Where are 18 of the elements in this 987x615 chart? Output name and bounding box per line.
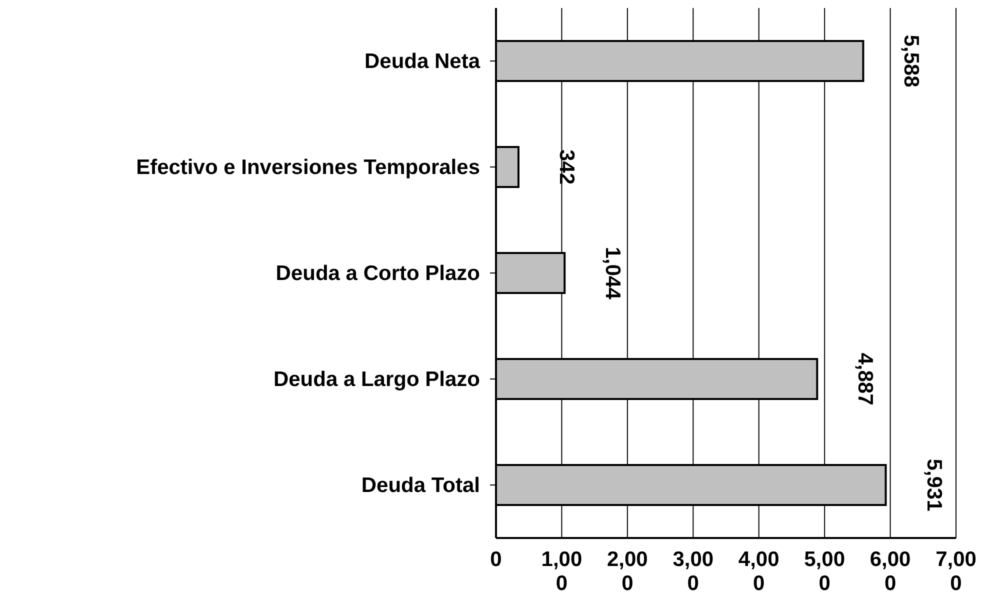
x-tick-label: 2,000 <box>606 548 648 595</box>
y-tick-label: Deuda a Corto Plazo <box>276 262 480 285</box>
data-label: 4,887 <box>854 352 877 406</box>
data-label: 5,931 <box>922 458 946 512</box>
x-tick-label: 4,000 <box>738 548 780 595</box>
y-tick-label: Deuda Total <box>361 474 480 497</box>
x-tick-label: 0 <box>490 548 502 571</box>
x-tick-label: 6,000 <box>870 548 911 595</box>
y-tick-label: Deuda Neta <box>364 50 480 73</box>
data-label: 5,588 <box>900 34 923 88</box>
data-label: 342 <box>554 149 578 185</box>
y-tick-label: Deuda a Largo Plazo <box>273 368 480 391</box>
x-tick-label: 7,000 <box>936 548 976 595</box>
data-label: 1,044 <box>601 246 624 300</box>
x-tick-label: 5,000 <box>804 548 846 595</box>
x-tick-label: 1,000 <box>541 548 582 595</box>
y-tick-label: Efectivo e Inversiones Temporales <box>136 156 480 179</box>
x-tick-label: 3,000 <box>672 548 714 595</box>
